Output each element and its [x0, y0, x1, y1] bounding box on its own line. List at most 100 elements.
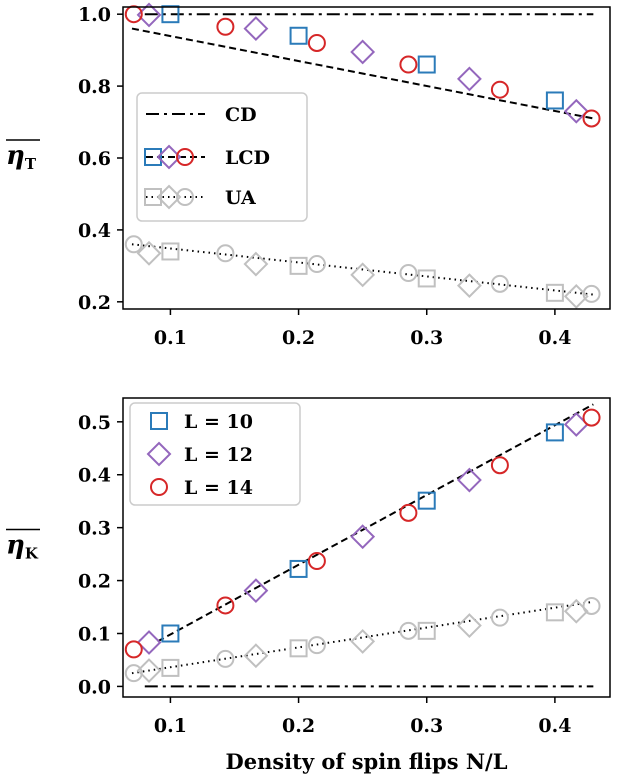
top-lcd-circle-point — [216, 17, 235, 36]
bottom-ytick-label: 0.5 — [78, 412, 111, 434]
top-ua-square-point — [417, 269, 436, 288]
top-ua-circle-point — [582, 284, 601, 303]
top-lcd-square-point — [161, 5, 180, 24]
bottom-ua-circle-point — [582, 596, 601, 615]
top-ua-circle-point — [399, 264, 418, 283]
bottom-ua-square-point — [545, 603, 564, 622]
bottom-dotted-line — [131, 600, 594, 675]
top-legend-diamond-marker — [156, 144, 182, 170]
bottom-xtick-label: 0.2 — [282, 715, 315, 737]
x-axis-label: Density of spin flips N/L — [226, 749, 508, 774]
top-legend: CD LCD UA — [136, 92, 308, 222]
top-ua-square-point — [161, 242, 180, 261]
top-ylabel-subscript: T — [25, 155, 37, 173]
bottom-lcd-diamond-point — [243, 578, 269, 604]
top-ytick-label: 0.2 — [78, 292, 111, 314]
panel-bottom: 0.1 0.2 0.3 0.4 0.0 0.1 0.2 0.3 0.4 0.5 ηK Density … — [6, 397, 611, 774]
top-lcd-circle-point — [307, 33, 326, 52]
bottom-ytick-label: 0.2 — [78, 571, 111, 593]
bottom-lcd-square-point — [161, 624, 180, 643]
top-ua-diamond-point — [243, 251, 269, 277]
bottom-ua-diamond-point — [456, 613, 482, 638]
top-xtick-label: 0.3 — [410, 327, 443, 349]
bottom-ylabel: ηK — [6, 531, 39, 563]
bottom-lcd-square-point — [417, 491, 436, 510]
top-lcd-diamond-point — [456, 66, 482, 92]
bottom-lcd-diamond-point — [456, 467, 482, 493]
top-lcd-square-point — [289, 26, 308, 45]
top-ua-square-point — [289, 256, 308, 275]
bottom-ytick-label: 0.0 — [78, 676, 111, 698]
top-legend-square-marker — [144, 188, 162, 206]
bottom-legend-square-marker — [150, 412, 168, 430]
top-ua-diamond-point — [456, 273, 482, 299]
top-dotted-line — [131, 243, 594, 296]
bottom-lcd-square-point — [289, 559, 308, 578]
bottom-ua-circle-point — [124, 664, 143, 683]
top-xtick-label: 0.1 — [154, 327, 187, 349]
bottom-ua-diamond-point — [350, 629, 376, 654]
top-ua-circle-point — [216, 244, 235, 263]
top-legend-circle-marker — [176, 148, 194, 166]
bottom-legend-circle-marker — [150, 478, 168, 496]
bottom-ua-circle-point — [307, 636, 326, 655]
bottom-ua-square-point — [289, 639, 308, 658]
bottom-lcd-circle-point — [124, 640, 143, 659]
top-legend-label: LCD — [225, 147, 270, 169]
top-ua-circle-point — [490, 274, 509, 293]
bottom-axes-frame — [122, 397, 611, 698]
top-legend-square-marker — [144, 148, 162, 166]
top-ua-circle-point — [124, 235, 143, 254]
top-lcd-diamond-point — [243, 16, 269, 41]
bottom-legend-box — [129, 402, 301, 506]
top-legend-label: UA — [225, 187, 256, 209]
bottom-legend-label: L = 12 — [184, 444, 253, 466]
top-ua-square-point — [545, 283, 564, 302]
top-ylabel-symbol: η — [6, 141, 25, 171]
bottom-ylabel-subscript: K — [25, 545, 39, 563]
bottom-xtick-label: 0.3 — [410, 715, 443, 737]
top-ytick-label: 0.6 — [78, 148, 111, 170]
top-xtick-label: 0.2 — [282, 327, 315, 349]
top-legend-label: CD — [225, 104, 257, 126]
bottom-lcd-circle-point — [582, 408, 601, 427]
bottom-ua-diamond-point — [136, 658, 162, 683]
top-ytick-label: 1.0 — [78, 4, 111, 26]
bottom-lcd-circle-point — [216, 596, 235, 615]
bottom-ua-square-point — [417, 621, 436, 640]
panel-top: 0.1 0.2 0.3 0.4 0.2 0.4 0.6 0.8 1.0 ηT CD LCD UA — [6, 2, 611, 349]
top-ytick-label: 0.4 — [78, 220, 111, 242]
top-dashed-line — [131, 27, 594, 120]
top-lcd-circle-point — [490, 80, 509, 99]
top-legend-circle-marker — [176, 188, 194, 206]
top-lcd-square-point — [417, 55, 436, 74]
bottom-lcd-square-point — [545, 423, 564, 442]
top-ylabel: ηT — [6, 141, 37, 173]
bottom-ua-diamond-point — [243, 643, 269, 669]
bottom-ua-circle-point — [399, 621, 418, 640]
bottom-legend-label: L = 10 — [184, 411, 253, 433]
bottom-lcd-circle-point — [399, 503, 418, 522]
bottom-dashed-line — [157, 403, 594, 643]
top-lcd-circle-point — [124, 5, 143, 24]
top-legend-diamond-marker — [156, 184, 182, 210]
bottom-ytick-label: 0.1 — [78, 623, 111, 645]
top-ua-diamond-point — [136, 240, 162, 266]
bottom-xtick-label: 0.1 — [154, 715, 187, 737]
bottom-lcd-circle-point — [490, 456, 509, 475]
top-ua-diamond-point — [350, 262, 376, 288]
bottom-lcd-circle-point — [307, 551, 326, 570]
bottom-lcd-diamond-point — [350, 524, 376, 550]
bottom-legend: L = 10 L = 12 L = 14 — [129, 402, 301, 506]
top-legend-box — [136, 92, 308, 222]
top-lcd-diamond-point — [563, 98, 589, 124]
top-lcd-circle-point — [399, 55, 418, 74]
top-ua-circle-point — [307, 255, 326, 274]
top-ytick-label: 0.8 — [78, 76, 111, 98]
bottom-xtick-label: 0.4 — [538, 715, 571, 737]
top-lcd-diamond-point — [350, 39, 376, 65]
top-lcd-circle-point — [582, 109, 601, 128]
bottom-legend-label: L = 14 — [184, 477, 253, 499]
bottom-ytick-label: 0.4 — [78, 465, 111, 487]
